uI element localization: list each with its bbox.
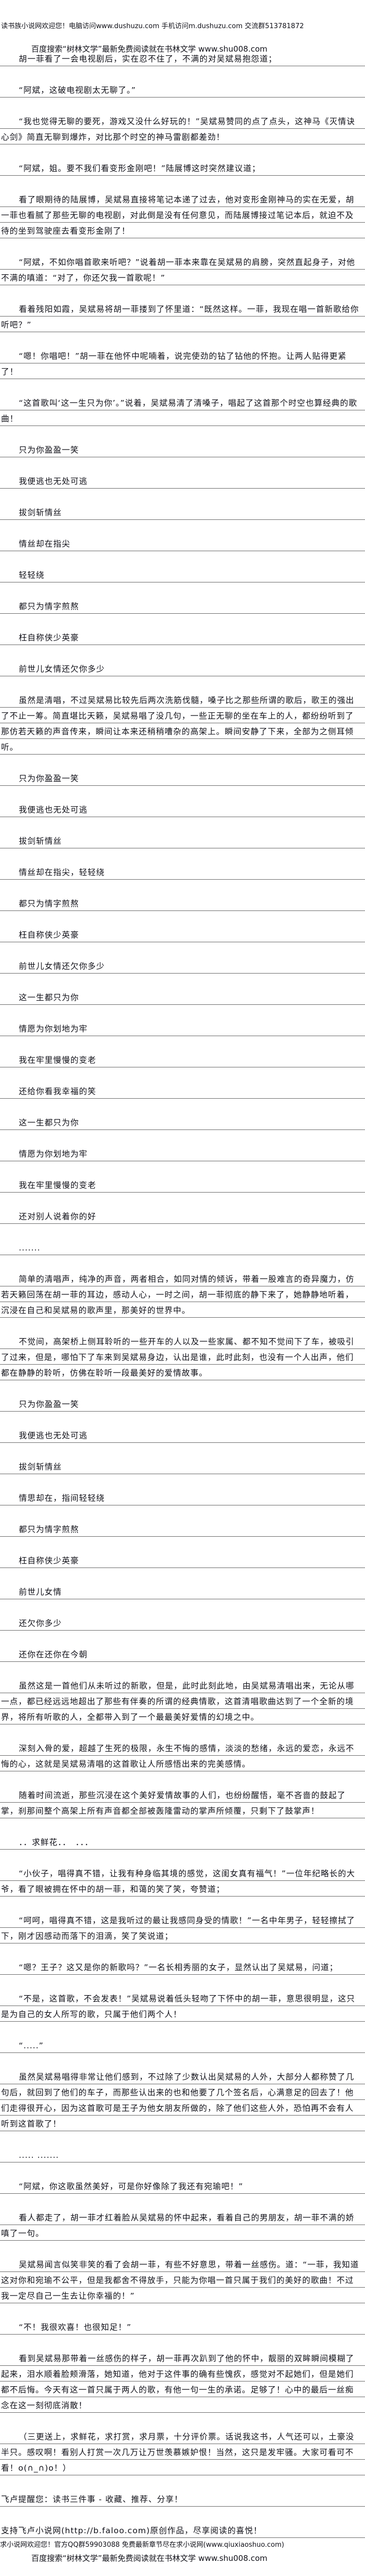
chapter-paragraph: 还欠你多少: [0, 1615, 365, 1631]
chapter-paragraph: .......: [0, 1240, 365, 1256]
chapter-paragraph: 我便逃也无处可逃: [0, 473, 365, 489]
chapter-paragraph: ．．求鲜花．． ．．．: [0, 1834, 365, 1850]
chapter-paragraph: 还对别人说着你的好: [0, 1209, 365, 1224]
chapter-paragraph: 情丝却在指尖，轻轻绕: [0, 865, 365, 880]
chapter-paragraph: 情愿为你划地为牢: [0, 1146, 365, 1162]
chapter-paragraph: 虽然吴斌易唱得非常让他们感到，不过除了少数认出吴斌易的人外，大部分人都称赞了几句…: [0, 2069, 365, 2132]
chapter-paragraph: 拔剑斩情丝: [0, 833, 365, 849]
chapter-paragraph: 随着时间流逝，那些沉浸在这个美好爱情故事的人们，也纷纷醒悟，毫不吝啬的鼓起了掌，…: [0, 1788, 365, 1819]
chapter-paragraph: 这一生都只为你: [0, 1115, 365, 1131]
chapter-paragraph: 都只为情字煎熬: [0, 599, 365, 614]
chapter-paragraph: 我便逃也无处可逃: [0, 1428, 365, 1443]
chapter-paragraph: “阿斌，姐。要不我们看变形金刚吧！”陆展博这时突然建议道；: [0, 161, 365, 176]
chapter-paragraph: “呵呵，唱得真不错，这是我听过的最让我感同身受的情歌！”一名中年男子，轻轻擦拭了…: [0, 1913, 365, 1944]
reading-reminder: 飞卢提醒您：读书三件事 - 收藏、推荐、分享！: [0, 2492, 365, 2507]
chapter-paragraph: 看到吴斌易那带着一丝感伤的样子，胡一菲再次趴到了他的怀中，靓丽的双眸瞬间模糊了起…: [0, 2351, 365, 2413]
chapter-paragraph: 前世儿女情还欠你多少: [0, 661, 365, 677]
search-promo-bottom: 百度搜索“树林文学”最新免费阅读就在书林文学 www.shu008.com: [31, 2554, 267, 2563]
chapter-paragraph: 不觉间，高架桥上侧耳聆听的一些开车的人以及一些家属、都不知不觉间下了车，被吸引了…: [0, 1334, 365, 1381]
chapter-paragraph: （三更送上，求鲜花，求打赏，求月票，十分评价票。话说我这书，人气还可以，土豪没半…: [0, 2429, 365, 2476]
chapter-paragraph: 只为你盈盈一笑: [0, 1396, 365, 1412]
chapter-paragraph: 情丝却在指尖: [0, 536, 365, 552]
chapter-paragraph: 枉自称侠少英豪: [0, 1553, 365, 1569]
chapter-paragraph: 枉自称侠少英豪: [0, 630, 365, 646]
chapter-paragraph: 吴斌易闻言似笑非笑的看了会胡一菲，有些不好意思，带着一丝感伤。道：“一菲，我知道…: [0, 2257, 365, 2304]
chapter-paragraph: “阿斌，这破电视剧太无聊了。”: [0, 82, 365, 98]
chapter-paragraph: 拔剑斩情丝: [0, 1459, 365, 1475]
chapter-paragraph: 都只为情字煎熬: [0, 896, 365, 912]
chapter-paragraph: 前世儿女情: [0, 1584, 365, 1600]
chapter-paragraph: 还给你看我幸福的笑: [0, 1084, 365, 1099]
chapter-paragraph: 虽然是清唱，不过吴斌易比较先后两次洗筋伐髓，嗓子比之那些所谓的歌后，歌王的强出了…: [0, 692, 365, 755]
chapter-paragraph: “阿斌，你这歌虽然美好，可是你好像除了我还有宛瑜吧！”: [0, 2179, 365, 2194]
chapter-paragraph: ..... .......: [0, 2147, 365, 2163]
chapter-paragraph: “不是，这首歌，不会发表！”吴斌易说着低头轻吻了下怀中的胡一菲，意思很明显，这只…: [0, 1991, 365, 2022]
site-support-note: 支持飞卢小说网(http://b.faloo.com)原创作品，尽享阅读的喜悦！: [0, 2523, 365, 2538]
chapter-paragraph: 这一生都只为你: [0, 990, 365, 1005]
chapter-paragraph: “我也觉得无聊的要死，游戏又没什么好玩的！”吴斌易赞同的点了点头，这神马《灭情诀…: [0, 114, 365, 145]
chapter-paragraph: 只为你盈盈一笑: [0, 442, 365, 458]
chapter-paragraph: 看了眼期待的陆展博，吴斌易直接将笔记本递了过去，他对变形金刚神马的实在无爱，胡一…: [0, 192, 365, 239]
chapter-paragraph: 还你在还你在今朝: [0, 1647, 365, 1662]
chapter-paragraph: 我在牢里慢慢的变老: [0, 1177, 365, 1193]
chapter-paragraph: 都只为情字煎熬: [0, 1522, 365, 1537]
chapter-paragraph: “不！我很欢喜！也很知足！”: [0, 2319, 365, 2335]
footer-site-notice: 求小说网欢迎您！官方QQ群59903088 免费最新章节尽在求小说网(www.q…: [0, 2541, 284, 2549]
site-welcome-notice: 读书族小说网欢迎您！电脑访问www.dushuzu.com 手机访问m.dush…: [1, 22, 304, 30]
chapter-paragraph: “.....”: [0, 2038, 365, 2053]
chapter-paragraph: 前世儿女情还欠你多少: [0, 958, 365, 974]
chapter-paragraph: 虽然这是一首他们从未听过的新歌，但是，此时此刻此地，由吴斌易清唱出来，无论从哪一…: [0, 1678, 365, 1725]
chapter-paragraph: 看人都走了，胡一菲才红着脸从吴斌易的怀中起来，看着自己的男朋友，胡一菲不满的娇嗔…: [0, 2210, 365, 2241]
chapter-paragraph: 枉自称侠少英豪: [0, 927, 365, 943]
chapter-content: 胡一菲看了一会电视剧后，实在忍不住了，不满的对吴斌易抱怨道； “阿斌，这破电视剧太…: [0, 51, 365, 2554]
chapter-paragraph: 我便逃也无处可逃: [0, 802, 365, 818]
chapter-paragraph: 深刻入骨的爱，超越了生死的极限，永生不悔的感情，淡淡的愁绪，永远的爱恋，永远不悔…: [0, 1741, 365, 1772]
chapter-paragraph: 看着残阳如霞，吴斌易将胡一菲搂到了怀里道：“既然这样。一菲，我现在唱一首新歌给你…: [0, 301, 365, 333]
chapter-paragraph: “小伙子，唱得真不错，让我有种身临其境的感觉，这闺女真有福气！”一位年纪略长的大…: [0, 1866, 365, 1897]
chapter-paragraph: 只为你盈盈一笑: [0, 771, 365, 786]
chapter-paragraph: 轻轻绕: [0, 567, 365, 583]
chapter-paragraph: 情愿为你划地为牢: [0, 1021, 365, 1037]
chapter-paragraph: 简单的清唱声，纯净的声音，两者相合，如同对情的倾诉，带着一股难言的奇异魔力，仿若…: [0, 1271, 365, 1318]
chapter-paragraph: “嗯！你唱吧！”胡一菲在他怀中呢喃着，说完使劲的钻了钻他的怀抱。让两人贴得更紧了…: [0, 348, 365, 380]
chapter-paragraph: “这首歌叫‘这一生只为你’。”说着，吴斌易清了清嗓子，唱起了这首那个时空也算经典…: [0, 395, 365, 427]
chapter-paragraph: 我在牢里慢慢的变老: [0, 1052, 365, 1068]
chapter-paragraph: 胡一菲看了一会电视剧后，实在忍不住了，不满的对吴斌易抱怨道；: [0, 51, 365, 67]
chapter-paragraph: “阿斌，不如你唱首歌来听吧？”说着胡一菲本来靠在吴斌易的肩膀，突然直起身子，对他…: [0, 254, 365, 286]
chapter-paragraph: “嗯？王子？这又是你的新歌吗？”一名长相秀丽的女子，显然认出了吴斌易，问道；: [0, 1960, 365, 1975]
chapter-paragraph: 拔剑斩情丝: [0, 505, 365, 520]
chapter-paragraph: 情思却在，指间轻轻绕: [0, 1490, 365, 1506]
